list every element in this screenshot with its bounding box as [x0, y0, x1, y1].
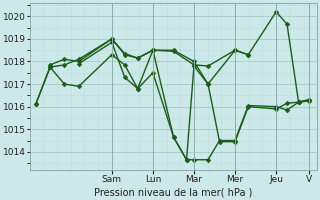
- X-axis label: Pression niveau de la mer( hPa ): Pression niveau de la mer( hPa ): [94, 187, 253, 197]
